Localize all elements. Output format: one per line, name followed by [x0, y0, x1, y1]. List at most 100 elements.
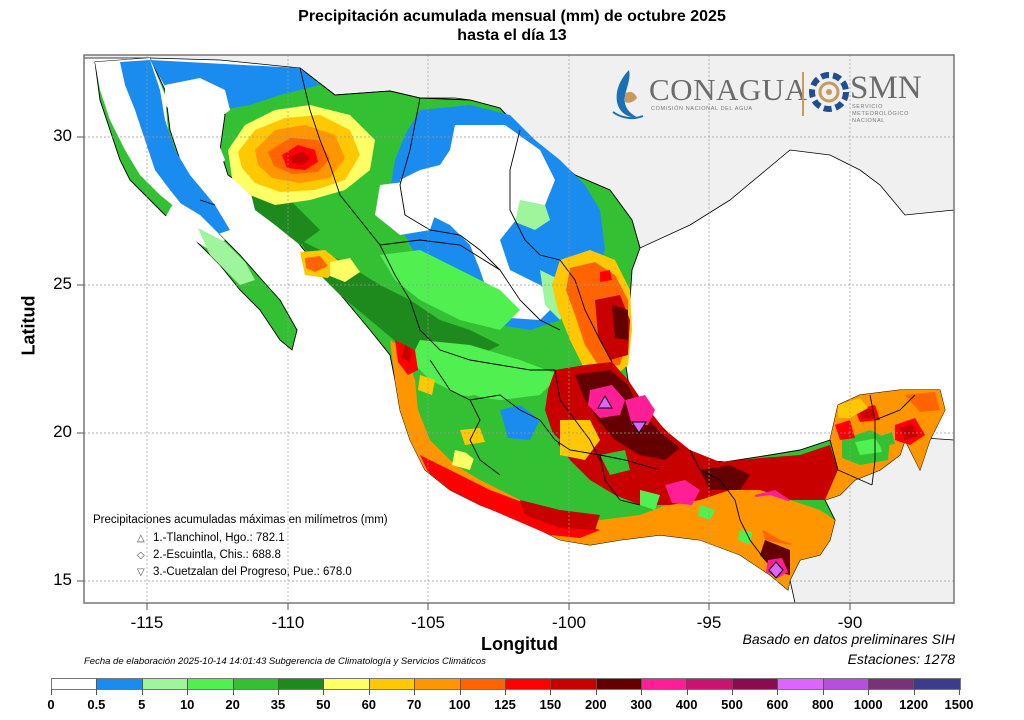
colorbar-label: 150 — [539, 697, 562, 712]
colorbar-tick — [686, 689, 688, 695]
marker-escuintla — [768, 561, 784, 579]
max-precip-legend: Precipitaciones acumuladas máximas en mi… — [93, 512, 388, 581]
colorbar-segment — [687, 679, 733, 689]
colorbar-label: 1500 — [944, 697, 974, 712]
max-precip-item: ▽ 3.-Cuetzalan del Progreso, Pue.: 678.0 — [93, 564, 388, 581]
colorbar-label: 0.5 — [87, 697, 106, 712]
colorbar-tick — [505, 689, 506, 695]
colorbar-tick — [777, 689, 779, 695]
max-precip-item: ◇ 2.-Escuintla, Chis.: 688.8 — [93, 547, 388, 564]
colorbar-label: 0 — [47, 697, 55, 712]
colorbar-segment — [460, 679, 506, 689]
colorbar-tick — [51, 689, 52, 695]
max-precip-item: △ 1.-Tlanchinol, Hgo.: 782.1 — [93, 530, 388, 547]
diamond-icon: ◇ — [137, 550, 145, 561]
x-tick-105: -105 — [410, 613, 446, 632]
colorbar-tick — [278, 689, 279, 695]
x-tick-115: -115 — [130, 613, 164, 632]
marker-tlanchinol — [597, 395, 613, 409]
y-tick-30: 30 — [53, 126, 72, 145]
colorbar-tick — [550, 689, 552, 695]
colorbar-label: 60 — [361, 697, 377, 712]
grid-lines — [84, 55, 954, 603]
colorbar-segment — [732, 679, 779, 689]
colorbar-segment — [188, 679, 234, 689]
colorbar-tick — [595, 689, 597, 695]
colorbar-tick — [732, 689, 733, 695]
colorbar-tick — [641, 689, 643, 695]
colorbar-tick — [187, 689, 189, 695]
conagua-subtitle: COMISIÓN NACIONAL DEL AGUA — [651, 106, 753, 112]
water-drop-icon — [612, 70, 644, 120]
triangle-up-icon: △ — [137, 533, 145, 544]
conagua-logo-text: CONAGUA — [649, 72, 808, 107]
colorbar-segment — [551, 679, 597, 689]
source-note: Basado en datos preliminares SIH — [742, 631, 955, 647]
colorbar-tick — [323, 689, 325, 695]
colorbar-tick — [868, 689, 870, 695]
colorbar-segment — [415, 679, 461, 689]
colorbar-segment — [278, 679, 325, 689]
x-tick-90: -90 — [837, 613, 863, 632]
colorbar-tick — [141, 689, 143, 695]
y-tick-15: 15 — [53, 570, 72, 589]
colorbar-segment — [369, 679, 416, 689]
y-axis-title: Latitud — [18, 295, 39, 356]
colorbar-label: 70 — [406, 697, 422, 712]
pacific-coast-band — [390, 340, 835, 590]
smn-logo-text: SMN — [850, 70, 922, 106]
colorbar-label: 10 — [179, 697, 195, 712]
colorbar-segment — [778, 679, 824, 689]
colorbar-segment — [642, 679, 688, 689]
colorbar-label: 600 — [766, 697, 789, 712]
colorbar-label: 800 — [811, 697, 834, 712]
colorbar-tick — [913, 689, 915, 695]
colorbar-segment — [505, 679, 552, 689]
marker-cuetzalan — [631, 421, 647, 434]
x-axis-title: Longitud — [481, 634, 558, 654]
colorbar-segment — [52, 679, 98, 689]
colorbar-label: 125 — [494, 697, 516, 712]
colorbar-label: 100 — [448, 697, 471, 712]
colorbar-segment — [914, 679, 960, 689]
colorbar-tick — [232, 689, 234, 695]
colorbar-label: 1000 — [853, 697, 883, 712]
x-tick-95: -95 — [696, 613, 722, 632]
colorbar-label: 1200 — [899, 697, 929, 712]
colorbar-segment — [596, 679, 643, 689]
chart-title-line2: hasta el día 13 — [457, 27, 567, 44]
colorbar-tick — [414, 689, 416, 695]
chart-title-line1: Precipitación acumulada mensual (mm) de … — [298, 8, 726, 25]
colorbar-segment — [823, 679, 870, 689]
colorbar-tick — [459, 689, 461, 695]
max-precip-header: Precipitaciones acumuladas máximas en mi… — [93, 514, 388, 526]
state-borders — [199, 67, 916, 561]
colorbar-tick — [959, 689, 960, 695]
colorbar-label: 200 — [584, 697, 607, 712]
spiral-gear-icon — [809, 72, 849, 112]
colorbar-label: 50 — [316, 697, 331, 712]
x-tick-100: -100 — [551, 613, 587, 632]
colorbar-segment — [142, 679, 189, 689]
logos-area: CONAGUA COMISIÓN NACIONAL DEL AGUA SMN S… — [607, 66, 952, 126]
triangle-down-icon: ▽ — [137, 567, 145, 578]
x-tick-110: -110 — [271, 613, 305, 632]
colorbar-tick — [822, 689, 824, 695]
colorbar-segment — [869, 679, 915, 689]
colorbar-segment — [324, 679, 370, 689]
colorbar-segment — [233, 679, 279, 689]
y-tick-25: 25 — [53, 274, 72, 293]
colorbar-label: 400 — [675, 697, 698, 712]
colorbar-label: 500 — [721, 697, 743, 712]
colorbar-label: 300 — [630, 697, 653, 712]
y-tick-20: 20 — [53, 422, 72, 441]
colorbar-label: 20 — [225, 697, 240, 712]
smn-subtitle: SERVICIO METEOROLÓGICO NACIONAL — [852, 104, 909, 124]
colorbar-tick — [96, 689, 98, 695]
colorbar-label: 5 — [138, 697, 146, 712]
colorbar-tick — [368, 689, 370, 695]
fecha-elaboracion: Fecha de elaboración 2025-10-14 14:01:43… — [84, 656, 486, 667]
logo-separator — [802, 72, 804, 116]
colorbar-segment — [97, 679, 143, 689]
